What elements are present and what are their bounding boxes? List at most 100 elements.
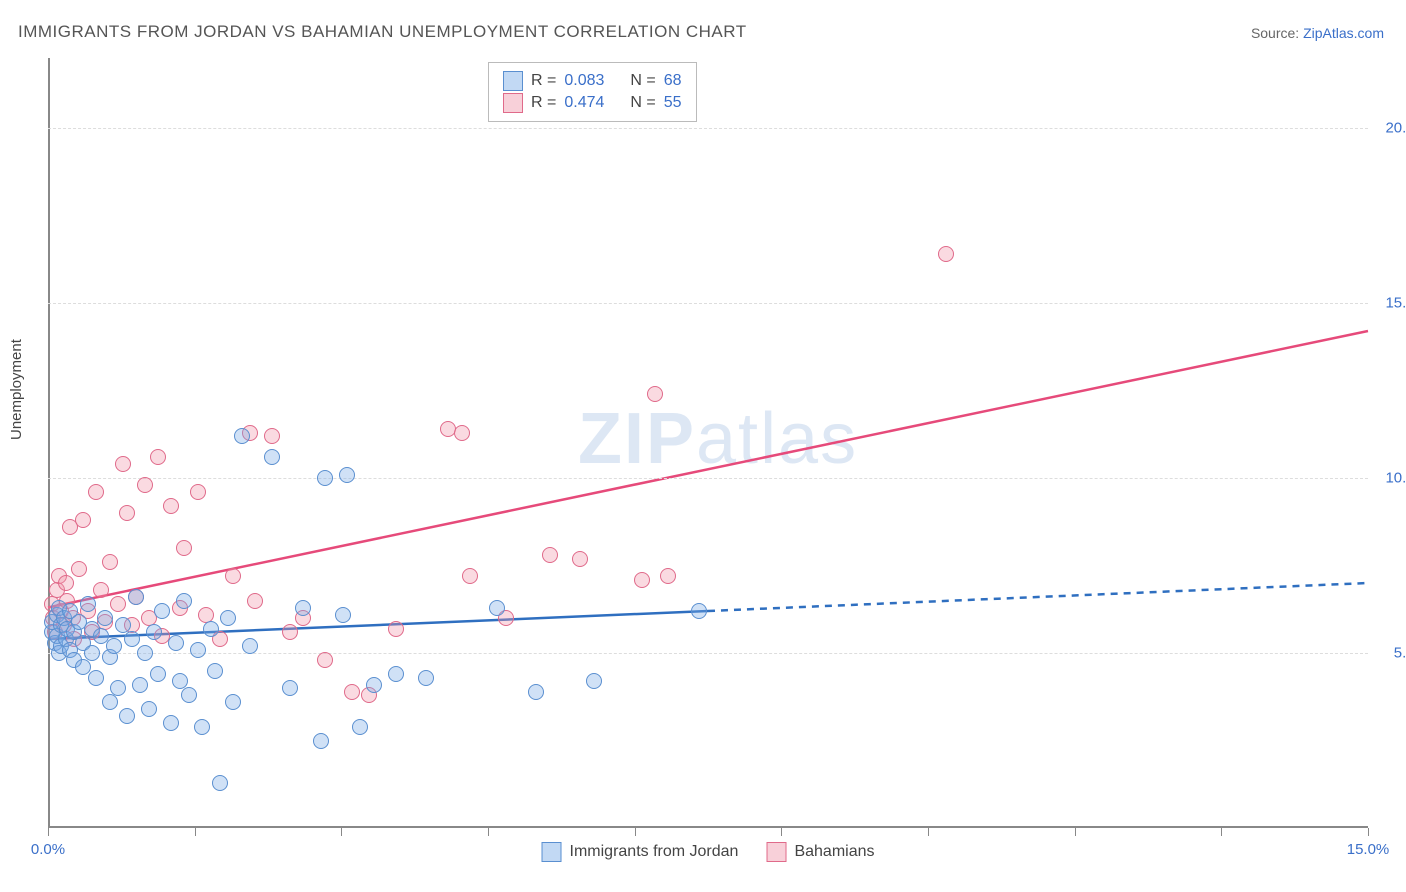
- scatter-point-blue: [352, 719, 368, 735]
- x-tick: [341, 828, 342, 836]
- scatter-point-blue: [141, 701, 157, 717]
- scatter-point-blue: [388, 666, 404, 682]
- scatter-point-pink: [88, 484, 104, 500]
- x-tick: [48, 828, 49, 836]
- legend-swatch-blue: [503, 71, 523, 91]
- scatter-point-blue: [313, 733, 329, 749]
- legend-bottom: Immigrants from Jordan Bahamians: [542, 842, 875, 862]
- x-tick: [488, 828, 489, 836]
- scatter-point-blue: [190, 642, 206, 658]
- scatter-point-pink: [647, 386, 663, 402]
- scatter-point-blue: [110, 680, 126, 696]
- scatter-point-pink: [572, 551, 588, 567]
- legend-bottom-blue: Immigrants from Jordan: [542, 842, 739, 862]
- scatter-point-blue: [154, 603, 170, 619]
- scatter-point-pink: [176, 540, 192, 556]
- legend-row-pink: R = 0.474 N = 55: [503, 93, 682, 113]
- scatter-point-blue: [212, 775, 228, 791]
- scatter-point-pink: [282, 624, 298, 640]
- scatter-point-blue: [128, 589, 144, 605]
- scatter-point-pink: [93, 582, 109, 598]
- x-tick: [195, 828, 196, 836]
- source-attribution: Source: ZipAtlas.com: [1251, 25, 1384, 41]
- y-tick-label: 5.0%: [1373, 645, 1406, 662]
- legend-pink-n: 55: [664, 94, 682, 112]
- scatter-point-blue: [146, 624, 162, 640]
- scatter-point-pink: [110, 596, 126, 612]
- scatter-point-pink: [75, 512, 91, 528]
- scatter-point-pink: [317, 652, 333, 668]
- scatter-point-blue: [132, 677, 148, 693]
- scatter-point-blue: [282, 680, 298, 696]
- scatter-point-blue: [220, 610, 236, 626]
- scatter-point-blue: [366, 677, 382, 693]
- scatter-point-blue: [124, 631, 140, 647]
- scatter-point-blue: [106, 638, 122, 654]
- scatter-point-blue: [102, 694, 118, 710]
- scatter-point-blue: [80, 596, 96, 612]
- scatter-point-pink: [388, 621, 404, 637]
- scatter-point-blue: [203, 621, 219, 637]
- scatter-point-pink: [344, 684, 360, 700]
- gridline: [48, 303, 1368, 304]
- scatter-point-blue: [264, 449, 280, 465]
- scatter-point-blue: [586, 673, 602, 689]
- scatter-point-pink: [71, 561, 87, 577]
- scatter-point-blue: [176, 593, 192, 609]
- regression-lines-layer: [48, 58, 1368, 828]
- scatter-point-pink: [102, 554, 118, 570]
- scatter-point-blue: [88, 670, 104, 686]
- scatter-point-blue: [225, 694, 241, 710]
- chart-title: IMMIGRANTS FROM JORDAN VS BAHAMIAN UNEMP…: [18, 22, 747, 42]
- legend-blue-r: 0.083: [564, 72, 604, 90]
- scatter-point-pink: [454, 425, 470, 441]
- scatter-point-pink: [119, 505, 135, 521]
- x-tick: [635, 828, 636, 836]
- legend-r-label: R =: [531, 72, 556, 90]
- scatter-point-blue: [207, 663, 223, 679]
- scatter-point-blue: [335, 607, 351, 623]
- legend-swatch-pink: [766, 842, 786, 862]
- scatter-point-blue: [528, 684, 544, 700]
- scatter-point-blue: [234, 428, 250, 444]
- scatter-point-blue: [295, 600, 311, 616]
- source-label: Source:: [1251, 25, 1299, 41]
- y-tick-label: 10.0%: [1373, 470, 1406, 487]
- legend-pink-r: 0.474: [564, 94, 604, 112]
- scatter-point-pink: [660, 568, 676, 584]
- scatter-point-pink: [462, 568, 478, 584]
- legend-swatch-pink: [503, 93, 523, 113]
- x-tick-label-left: 0.0%: [31, 841, 65, 858]
- scatter-point-blue: [489, 600, 505, 616]
- legend-row-blue: R = 0.083 N = 68: [503, 71, 682, 91]
- x-tick: [1075, 828, 1076, 836]
- legend-n-label: N =: [630, 72, 655, 90]
- scatter-point-blue: [137, 645, 153, 661]
- scatter-point-blue: [119, 708, 135, 724]
- scatter-point-blue: [691, 603, 707, 619]
- x-tick: [1221, 828, 1222, 836]
- scatter-point-blue: [168, 635, 184, 651]
- scatter-point-pink: [58, 575, 74, 591]
- scatter-point-pink: [137, 477, 153, 493]
- scatter-point-blue: [242, 638, 258, 654]
- plot-area: ZIPatlas R = 0.083 N = 68 R = 0.474 N = …: [48, 58, 1368, 828]
- scatter-point-pink: [542, 547, 558, 563]
- x-tick: [781, 828, 782, 836]
- scatter-point-blue: [163, 715, 179, 731]
- scatter-point-pink: [150, 449, 166, 465]
- chart-container: IMMIGRANTS FROM JORDAN VS BAHAMIAN UNEMP…: [0, 0, 1406, 892]
- scatter-point-blue: [194, 719, 210, 735]
- scatter-point-blue: [418, 670, 434, 686]
- legend-bottom-pink-label: Bahamians: [794, 843, 874, 861]
- x-tick: [1368, 828, 1369, 836]
- scatter-point-pink: [264, 428, 280, 444]
- source-link[interactable]: ZipAtlas.com: [1303, 25, 1384, 41]
- scatter-point-blue: [181, 687, 197, 703]
- scatter-point-blue: [84, 645, 100, 661]
- scatter-point-pink: [634, 572, 650, 588]
- legend-bottom-pink: Bahamians: [766, 842, 874, 862]
- scatter-point-pink: [938, 246, 954, 262]
- legend-swatch-blue: [542, 842, 562, 862]
- y-tick-label: 15.0%: [1373, 295, 1406, 312]
